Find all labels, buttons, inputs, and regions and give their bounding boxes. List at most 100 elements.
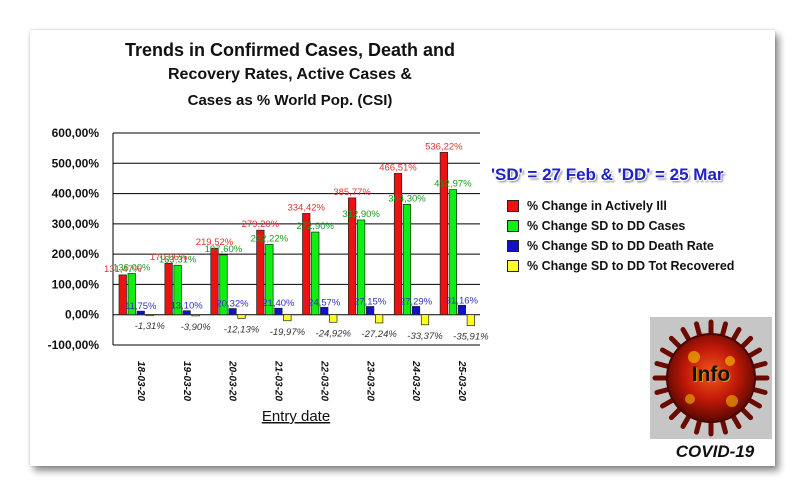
bar-recovered <box>466 314 475 326</box>
bar-death-rate <box>136 310 145 316</box>
data-label: -1,31% <box>135 321 166 332</box>
bar-death-rate <box>274 307 283 316</box>
data-label: 232,22% <box>251 233 289 244</box>
legend-label: % Change SD to DD Cases <box>527 219 686 233</box>
data-label: 21,40% <box>262 298 295 309</box>
bar-cases <box>127 273 136 316</box>
data-label: 279,20% <box>242 219 280 230</box>
data-label: 13,10% <box>171 301 204 312</box>
legend-label: % Change SD to DD Tot Recovered <box>527 259 735 273</box>
data-label: 412,97% <box>434 179 472 190</box>
bar-recovered <box>420 314 430 326</box>
data-label: 536,22% <box>425 141 463 152</box>
chart-title-line-1: Trends in Confirmed Cases, Death and <box>124 40 456 60</box>
data-label: 31,16% <box>446 295 479 306</box>
x-tick-label: 20-03-20 <box>227 360 238 401</box>
data-label: -33,37% <box>407 331 443 342</box>
bar-recovered <box>191 314 200 317</box>
legend-item-cases: % Change SD to DD Cases <box>507 216 734 236</box>
chart-title-line-2: Recovery Rates, Active Cases & <box>168 66 412 83</box>
legend-item-actively-ill: % Change in Actively Ill <box>507 196 734 216</box>
data-label: 334,42% <box>287 202 325 213</box>
bar-death-rate <box>366 306 375 316</box>
chart-title-line-3: Cases as % World Pop. (CSI) <box>187 92 393 109</box>
chart-legend: % Change in Actively Ill % Change SD to … <box>507 196 734 276</box>
y-tick-label: 100,00% <box>52 277 100 291</box>
data-label: 163,31% <box>159 254 197 265</box>
bar-cases <box>357 219 366 316</box>
data-label: 197,60% <box>205 244 243 255</box>
bar-actively-ill <box>393 173 403 316</box>
y-tick-label: 400,00% <box>52 187 100 201</box>
data-label: 219,52% <box>196 237 234 248</box>
bar-actively-ill <box>348 197 357 316</box>
bar-recovered <box>237 314 246 319</box>
bar-recovered <box>375 314 384 324</box>
data-label: 385,77% <box>333 187 371 198</box>
data-label: 136,00% <box>113 263 151 274</box>
bar-cases <box>173 264 182 316</box>
data-label: 131,47% <box>104 264 142 275</box>
legend-swatch-red <box>507 200 519 212</box>
y-tick-label: 0,00% <box>65 308 99 322</box>
legend-label: % Change in Actively Ill <box>527 199 667 213</box>
covid-virus-logo: Info <box>650 317 772 439</box>
legend-item-death-rate: % Change SD to DD Death Rate <box>507 236 734 256</box>
x-axis-label: Entry date <box>262 408 330 425</box>
data-label: -35,91% <box>453 332 489 343</box>
x-tick-label: 25-03-20 <box>456 360 467 401</box>
bar-recovered <box>145 314 154 317</box>
bar-actively-ill <box>118 274 127 316</box>
data-label: 24,57% <box>308 297 341 308</box>
data-label: 27,29% <box>400 296 433 307</box>
data-label: 312,90% <box>342 209 380 220</box>
x-tick-label: 23-03-20 <box>364 360 375 401</box>
bar-actively-ill <box>302 213 311 316</box>
data-label: 272,90% <box>296 221 334 232</box>
bar-death-rate <box>182 310 191 316</box>
x-tick-label: 19-03-20 <box>181 361 192 401</box>
bar-death-rate <box>457 304 466 316</box>
y-tick-label: 200,00% <box>52 247 100 261</box>
y-tick-label: 600,00% <box>52 126 100 140</box>
y-tick-label: -100,00% <box>48 338 100 352</box>
data-label: 11,75% <box>125 301 157 312</box>
legend-swatch-yellow <box>507 260 519 272</box>
x-tick-label: 21-03-20 <box>273 360 284 401</box>
data-label: 170,06% <box>150 252 188 263</box>
x-tick-label: 24-03-20 <box>410 360 421 401</box>
data-label: 466,51% <box>379 162 417 173</box>
legend-item-recovered: % Change SD to DD Tot Recovered <box>507 256 734 276</box>
data-label: -24,92% <box>316 328 352 339</box>
x-tick-label: 22-03-20 <box>318 360 329 401</box>
x-tick-label: 18-03-20 <box>135 361 146 401</box>
bar-recovered <box>329 314 338 323</box>
data-label: -27,24% <box>361 329 397 340</box>
bar-actively-ill <box>439 151 448 316</box>
bar-death-rate <box>228 308 237 316</box>
virus-icon <box>652 319 770 437</box>
data-label: 20,32% <box>216 299 249 310</box>
bar-cases <box>265 244 274 316</box>
y-tick-label: 300,00% <box>52 217 100 231</box>
data-label: 27,15% <box>354 296 387 307</box>
bar-recovered <box>283 314 292 322</box>
data-label: -12,13% <box>224 324 260 335</box>
data-label: -3,90% <box>181 322 212 333</box>
logo-caption: COVID-19 <box>675 442 755 461</box>
bar-actively-ill <box>164 262 173 316</box>
data-label: 364,30% <box>388 193 426 204</box>
data-label: -19,97% <box>270 327 306 338</box>
bar-death-rate <box>411 306 421 316</box>
bar-death-rate <box>320 306 329 316</box>
legend-label: % Change SD to DD Death Rate <box>527 239 714 253</box>
bar-cases <box>311 231 320 316</box>
legend-swatch-blue <box>507 240 519 252</box>
y-tick-label: 500,00% <box>52 156 100 170</box>
bar-cases <box>402 204 412 316</box>
date-range-banner: 'SD' = 27 Feb & 'DD' = 25 Mar <box>491 165 724 184</box>
bar-cases <box>448 189 457 316</box>
bar-actively-ill <box>210 247 219 316</box>
legend-swatch-green <box>507 220 519 232</box>
